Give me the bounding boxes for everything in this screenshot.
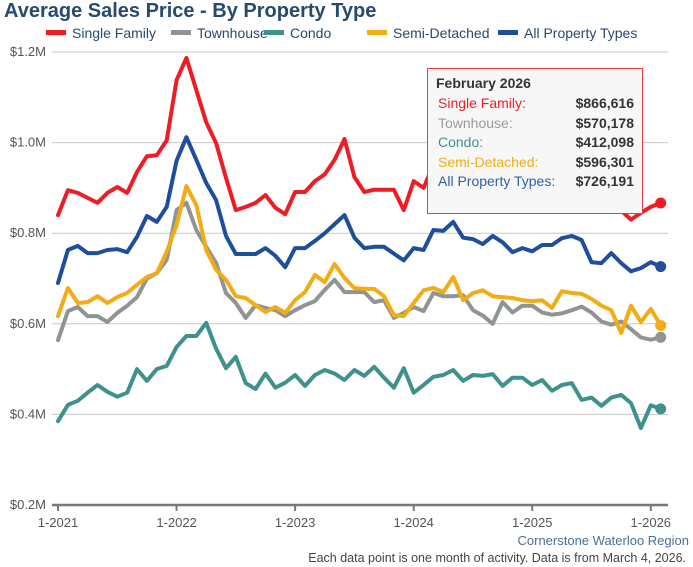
tooltip-label: Condo:	[438, 134, 484, 150]
y-tick-label: $0.2M	[10, 497, 46, 512]
x-tick-label: 1-2025	[512, 515, 552, 530]
footnote: Each data point is one month of activity…	[308, 551, 686, 565]
chart-title: Average Sales Price - By Property Type	[4, 0, 376, 22]
tooltip-label: Semi-Detached:	[438, 153, 539, 170]
end-marker[interactable]	[655, 403, 667, 415]
legend-item-label[interactable]: Townhouse	[197, 25, 268, 41]
legend-swatch	[498, 30, 518, 35]
tooltip-value: $866,616	[575, 95, 634, 111]
tooltip-value: $726,191	[575, 173, 634, 189]
legend: Single Family Townhouse Condo Semi-Detached…	[46, 25, 637, 41]
y-tick-label: $1.0M	[10, 135, 46, 150]
y-axis: $0.2M $0.4M $0.6M $0.8M $1.0M $1.2M	[10, 44, 46, 512]
legend-item-label[interactable]: Single Family	[72, 25, 156, 41]
tooltip-value: $570,178	[575, 114, 634, 131]
x-tick-label: 1-2024	[393, 515, 433, 530]
tooltip-row: Semi-Detached: $596,301	[436, 153, 634, 173]
series-lines	[56, 55, 663, 430]
legend-item-label[interactable]: Condo	[290, 25, 331, 41]
end-marker[interactable]	[655, 319, 667, 331]
series-line-townhouse[interactable]	[56, 200, 663, 343]
legend-swatch	[46, 30, 66, 35]
series-end-markers	[655, 197, 667, 415]
tooltip-header: February 2026	[436, 75, 531, 91]
tooltip-value: $412,098	[575, 134, 634, 150]
end-marker[interactable]	[655, 331, 667, 343]
legend-item-label[interactable]: All Property Types	[524, 25, 637, 41]
y-tick-label: $0.6M	[10, 316, 46, 331]
x-axis: 1-2021 1-2022 1-2023 1-2024 1-2025 1-2026	[38, 505, 671, 530]
x-tick-label: 1-2026	[631, 515, 671, 530]
series-line-semi-detached[interactable]	[56, 184, 663, 335]
series-line-all-property-types[interactable]	[56, 135, 663, 285]
legend-swatch	[264, 30, 284, 35]
x-tick-label: 1-2022	[156, 515, 196, 530]
tooltip-row: All Property Types: $726,191	[436, 172, 634, 192]
x-tick-label: 1-2021	[38, 515, 78, 530]
legend-swatch	[367, 30, 387, 35]
end-marker[interactable]	[655, 261, 667, 273]
credit-link[interactable]: Cornerstone Waterloo Region	[517, 533, 690, 548]
y-tick-label: $0.4M	[10, 406, 46, 421]
tooltip-row: Townhouse: $570,178	[436, 114, 634, 134]
y-tick-label: $0.8M	[10, 225, 46, 240]
legend-item-label[interactable]: Semi-Detached	[393, 25, 490, 41]
series-line-condo[interactable]	[56, 320, 663, 430]
tooltip-row: Condo: $412,098	[436, 133, 634, 153]
tooltip-row: Single Family: $866,616	[436, 94, 634, 114]
x-tick-label: 1-2023	[275, 515, 315, 530]
tooltip-label: All Property Types:	[438, 173, 556, 189]
gridlines	[52, 51, 668, 507]
tooltip: February 2026 Single Family: $866,616 Town…	[427, 68, 643, 214]
legend-swatch	[171, 30, 191, 35]
end-marker[interactable]	[655, 197, 667, 209]
tooltip-label: Townhouse:	[438, 114, 513, 131]
tooltip-value: $596,301	[575, 153, 634, 170]
tooltip-label: Single Family:	[438, 95, 526, 111]
y-tick-label: $1.2M	[10, 44, 46, 59]
